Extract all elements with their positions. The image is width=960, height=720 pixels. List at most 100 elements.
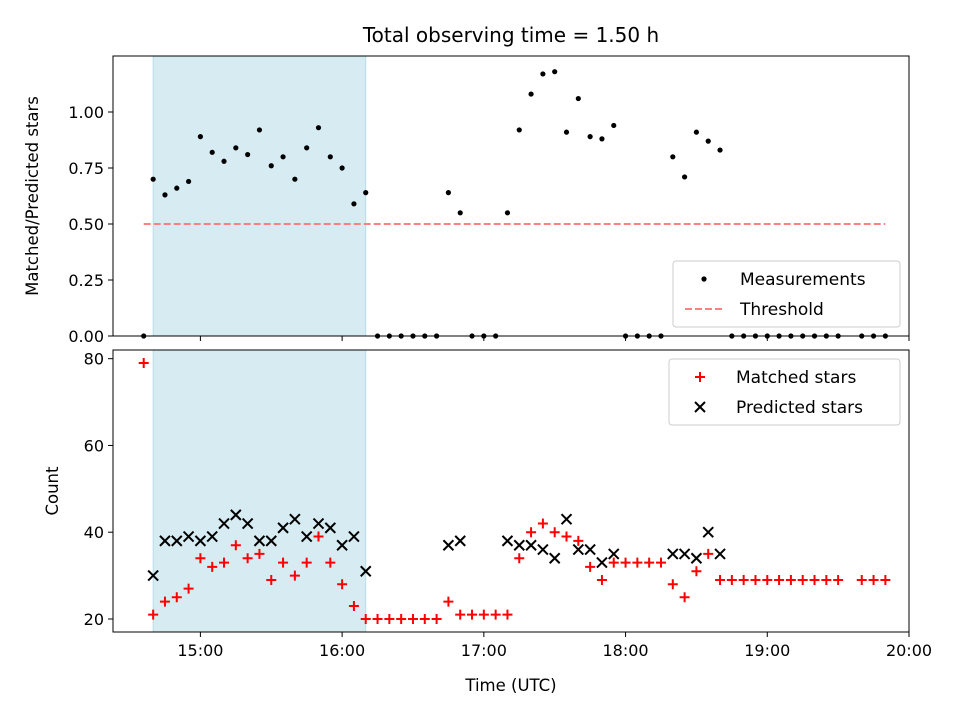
- chart-title: Total observing time = 1.50 h: [362, 23, 659, 47]
- predicted-point: [714, 548, 726, 560]
- predicted-point: [218, 517, 230, 530]
- matched-point: [207, 561, 218, 572]
- predicted-point: [324, 522, 337, 534]
- predicted-point: [702, 526, 714, 538]
- measurement-point: [339, 165, 345, 171]
- measurement-point: [705, 138, 711, 144]
- matched-point: [561, 531, 572, 542]
- matched-point: [762, 574, 773, 585]
- x-tick-label: 19:00: [744, 641, 790, 660]
- measurement-point: [563, 129, 570, 135]
- matched-point: [360, 613, 371, 624]
- matched-point: [443, 596, 454, 607]
- measurement-point: [540, 71, 546, 77]
- matched-point: [667, 579, 678, 590]
- measurement-point: [315, 125, 322, 131]
- predicted-point: [147, 569, 159, 582]
- matched-point: [313, 531, 324, 542]
- x-tick-label: 15:00: [177, 641, 223, 660]
- predicted-point: [182, 530, 195, 543]
- x-tick-label: 17:00: [461, 641, 507, 660]
- predicted-point: [348, 530, 360, 543]
- predicted-point: [667, 548, 679, 560]
- matched-point: [348, 600, 359, 611]
- y-tick-label: 0.50: [68, 215, 104, 234]
- matched-point: [230, 540, 241, 551]
- matched-point: [715, 574, 726, 585]
- y-tick-label: 20: [84, 610, 104, 629]
- observing-window-shade: [152, 55, 367, 337]
- matched-point: [691, 566, 702, 577]
- legend-handle: [701, 276, 707, 282]
- matched-point: [325, 557, 336, 568]
- measurement-point: [233, 145, 239, 151]
- measurement-point: [327, 154, 333, 160]
- count-legend: Matched stars Predicted stars: [668, 358, 901, 426]
- predicted-point: [206, 530, 218, 543]
- matched-point: [833, 574, 844, 585]
- ratio-legend: Measurements Threshold: [672, 260, 901, 328]
- matched-point: [632, 557, 643, 568]
- matched-point: [337, 579, 348, 590]
- measurement-point: [292, 176, 298, 182]
- predicted-point: [265, 535, 277, 547]
- predicted-point: [501, 535, 514, 547]
- y-tick-label: 80: [84, 350, 104, 369]
- matched-point: [431, 613, 442, 624]
- matched-point: [384, 613, 395, 624]
- measurement-point: [552, 69, 558, 75]
- matched-point: [467, 609, 478, 620]
- legend-label: Predicted stars: [736, 398, 863, 418]
- predicted-point: [537, 543, 549, 556]
- matched-point: [537, 518, 548, 529]
- predicted-point: [194, 535, 207, 547]
- matched-point: [266, 574, 277, 585]
- matched-point: [502, 609, 513, 620]
- matched-point: [856, 574, 867, 585]
- legend-handle: [695, 372, 705, 382]
- measurement-point: [150, 176, 156, 182]
- matched-point: [183, 583, 194, 594]
- y-tick-label: 0.00: [68, 327, 104, 346]
- matched-point: [868, 574, 879, 585]
- matched-point: [195, 553, 206, 564]
- predicted-point: [548, 552, 561, 564]
- measurement-point: [280, 154, 286, 160]
- matched-point: [573, 535, 584, 546]
- matched-point: [407, 613, 418, 624]
- count-axes: 20 40 60 80 15:00 16:00 17:00 18:00 19:00 20:00 C…: [43, 349, 932, 695]
- matched-point: [620, 557, 631, 568]
- matched-point: [455, 609, 466, 620]
- measurement-point: [209, 149, 215, 155]
- predicted-point: [442, 539, 455, 551]
- measurement-point: [221, 158, 227, 164]
- measurement-point: [670, 154, 676, 160]
- y-tick-label: 0.75: [68, 159, 104, 178]
- ratio-y-axis-label: Matched/Predicted stars: [23, 96, 42, 296]
- matched-point: [219, 557, 230, 568]
- matched-point: [644, 557, 655, 568]
- matched-point: [278, 557, 289, 568]
- y-tick-label: 1.00: [68, 103, 104, 122]
- measurement-point: [516, 127, 522, 133]
- legend-label: Matched stars: [736, 368, 856, 388]
- predicted-point: [572, 543, 585, 556]
- measurement-point: [245, 151, 251, 158]
- predicted-point: [596, 556, 608, 569]
- predicted-point: [253, 535, 266, 547]
- measurement-point: [445, 190, 452, 196]
- measurement-point: [457, 210, 463, 216]
- legend-label: Measurements: [740, 270, 866, 290]
- matched-point: [159, 596, 170, 607]
- x-tick-label: 18:00: [603, 641, 649, 660]
- predicted-point: [513, 539, 525, 551]
- predicted-point: [300, 530, 313, 543]
- matched-point: [774, 574, 785, 585]
- matched-point: [726, 574, 737, 585]
- predicted-point: [584, 543, 596, 556]
- measurement-point: [587, 134, 593, 140]
- matched-point: [596, 574, 607, 585]
- matched-point: [703, 548, 714, 559]
- observing-window-shade: [152, 349, 367, 633]
